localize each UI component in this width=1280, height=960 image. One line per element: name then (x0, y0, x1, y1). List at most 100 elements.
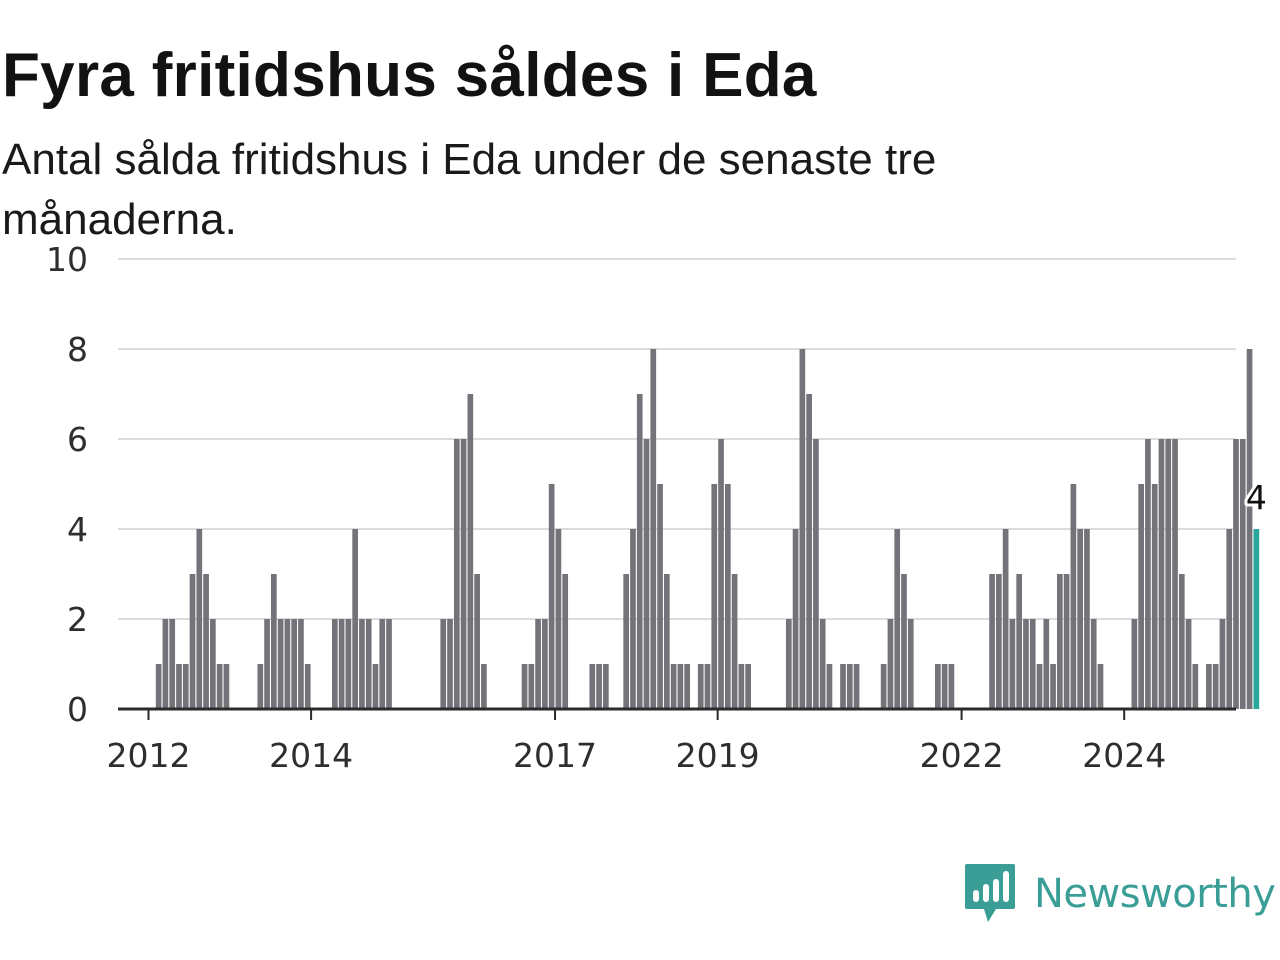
bar (298, 619, 304, 709)
bar (386, 619, 392, 709)
bar (1178, 574, 1185, 709)
chart-subtitle: Antal sålda fritidshus i Eda under de se… (2, 135, 937, 244)
bar (1226, 529, 1233, 709)
bar (1016, 574, 1023, 709)
bar (528, 664, 535, 709)
bar (792, 529, 799, 709)
bar (1084, 529, 1090, 709)
bar (799, 349, 806, 709)
bar (1077, 529, 1083, 709)
bar (169, 619, 176, 709)
bar (277, 619, 284, 709)
y-tick-label: 2 (67, 600, 88, 639)
bar (840, 664, 846, 709)
bar (467, 394, 474, 709)
bar (1090, 619, 1097, 709)
bar (819, 619, 826, 709)
bar (1036, 664, 1043, 709)
bar (1212, 664, 1219, 709)
bar (189, 574, 196, 709)
bar (365, 619, 372, 709)
bar (331, 619, 338, 709)
bar (460, 439, 467, 709)
bar (216, 664, 223, 709)
x-tick-label: 2014 (269, 736, 353, 775)
axes (118, 707, 1236, 720)
bar (1185, 619, 1192, 709)
bar (1219, 619, 1226, 709)
bar (352, 529, 358, 709)
x-tick-label: 2012 (106, 736, 190, 775)
bar (684, 664, 691, 709)
x-tick-label: 2022 (920, 736, 1004, 775)
bar (1002, 529, 1009, 709)
bar (338, 619, 345, 709)
bar (1063, 574, 1070, 709)
bar (291, 619, 298, 709)
x-tick-label: 2017 (513, 736, 597, 775)
bar (304, 664, 311, 709)
bar (907, 619, 914, 709)
bar (176, 664, 182, 709)
bar (548, 484, 555, 709)
bar (1056, 574, 1063, 709)
bar (162, 619, 169, 709)
bar (636, 394, 643, 709)
bar (826, 664, 833, 709)
bar (1097, 664, 1104, 709)
bar (589, 664, 596, 709)
chart-title: Fyra fritidshus såldes i Eda (2, 41, 817, 110)
bar (1138, 484, 1144, 709)
y-tick-label: 8 (67, 330, 88, 369)
bar (155, 664, 162, 709)
brand-logo: Newsworthy (964, 862, 1276, 926)
newsworthy-logo-icon (965, 864, 1015, 922)
x-tick-label: 2024 (1082, 736, 1166, 775)
last-value-label: 4 (1246, 478, 1267, 517)
bar (657, 484, 663, 709)
bar (643, 439, 650, 709)
bar (345, 619, 352, 709)
bar (1023, 619, 1029, 709)
bar (453, 439, 460, 709)
bar (182, 664, 189, 709)
bar (941, 664, 948, 709)
bar (210, 619, 216, 709)
bar (1206, 664, 1212, 709)
bar (284, 619, 291, 709)
bar (535, 619, 541, 709)
bar (880, 664, 887, 709)
bar (521, 664, 528, 709)
bar (379, 619, 386, 709)
bar (196, 529, 203, 709)
labels: 0 2 4 6 8 10 2012 2014 2017 2019 2022 2024 4 (46, 240, 1270, 775)
y-tick-label: 4 (67, 510, 88, 549)
bar (806, 394, 812, 709)
grid-lines (118, 258, 1236, 620)
bar (1192, 664, 1199, 709)
bar (731, 574, 738, 709)
bar (555, 529, 562, 709)
bar (813, 439, 819, 709)
bar (1029, 619, 1036, 709)
bar (542, 619, 548, 709)
bar (630, 529, 636, 709)
bar (745, 664, 751, 709)
bar (670, 664, 677, 709)
bar (1158, 439, 1165, 709)
bar (474, 574, 480, 709)
bar (372, 664, 379, 709)
bar (257, 664, 264, 709)
bar (989, 574, 995, 709)
bar (948, 664, 955, 709)
bar (1246, 349, 1253, 709)
bar (785, 619, 792, 709)
bar-chart: 0 2 4 6 8 10 2012 2014 2017 2019 2022 2024 4 (46, 240, 1270, 775)
bar (264, 619, 270, 709)
bar (1050, 664, 1056, 709)
bar (1165, 439, 1172, 709)
bar (718, 439, 724, 709)
bar (447, 619, 453, 709)
bar (1131, 619, 1138, 709)
bar (901, 574, 907, 709)
